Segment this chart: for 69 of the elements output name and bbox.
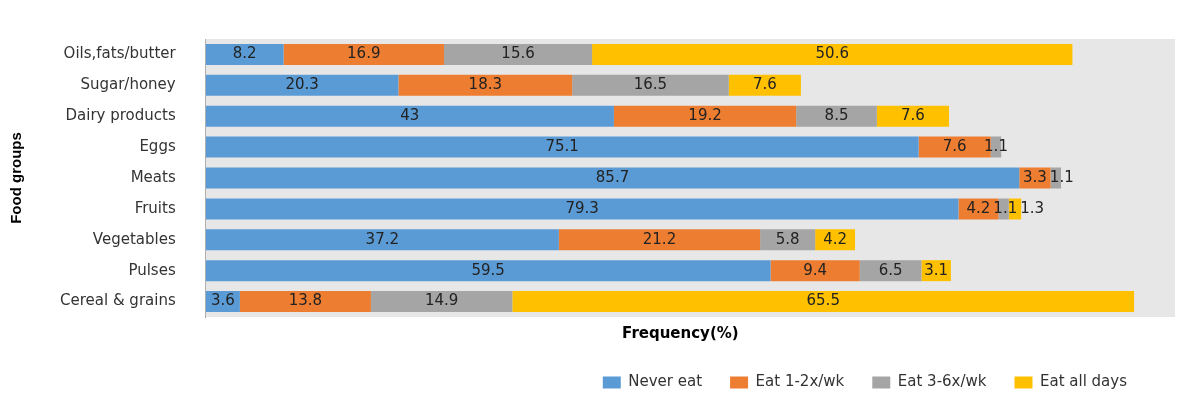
bar: [205, 43, 284, 65]
data-label: 7.6: [942, 137, 967, 155]
data-label: 20.3: [285, 75, 319, 94]
bar: [876, 105, 950, 127]
data-label: 75.1: [545, 137, 579, 155]
data-label: 85.7: [595, 167, 630, 186]
bar: [398, 74, 573, 96]
bar: [205, 74, 399, 96]
y-tick-label: Pulses: [128, 260, 176, 279]
data-label: 65.5: [806, 291, 840, 310]
bar: [444, 43, 593, 65]
bar: [512, 291, 1135, 313]
bar: [572, 74, 729, 96]
data-label: 79.3: [565, 198, 599, 217]
data-label: 7.6: [752, 75, 777, 94]
data-label: 4.2: [823, 229, 848, 248]
y-tick-label: Sugar/honey: [80, 75, 176, 94]
data-label: 4.2: [966, 198, 991, 217]
bar: [796, 105, 877, 127]
bar: [770, 260, 860, 282]
data-label: 15.6: [501, 44, 535, 63]
bar: [205, 260, 771, 282]
bar: [283, 43, 444, 65]
data-label: 6.5: [878, 260, 903, 279]
y-tick-label: Oils,fats/butter: [63, 44, 177, 63]
data-label: 1.3: [1020, 198, 1045, 217]
data-label: 16.5: [633, 75, 668, 94]
legend-label: Eat all days: [1039, 372, 1128, 391]
bar: [613, 105, 797, 127]
bar: [205, 105, 614, 127]
y-axis-title: Food groups: [7, 132, 25, 224]
bar: [239, 291, 371, 313]
data-label: 3.6: [210, 291, 235, 310]
data-label: 5.8: [775, 229, 800, 248]
bar: [728, 74, 801, 96]
y-tick-label: Cereal & grains: [60, 291, 176, 310]
data-label: 8.2: [232, 44, 257, 63]
data-label: 18.3: [468, 75, 502, 94]
bar: [205, 198, 959, 220]
data-label: 50.6: [815, 44, 849, 63]
data-label: 7.6: [901, 106, 925, 125]
bar: [205, 136, 919, 158]
legend-label: Never eat: [628, 372, 703, 391]
y-tick-label: Dairy products: [65, 106, 176, 125]
data-label: 16.9: [347, 44, 381, 63]
bar: [205, 229, 559, 251]
y-tick-label: Eggs: [139, 137, 176, 155]
data-label: 3.1: [924, 260, 949, 279]
bar: [205, 167, 1020, 189]
data-label: 19.2: [688, 106, 722, 125]
y-tick-label: Fruits: [134, 198, 176, 217]
data-label: 43: [400, 106, 420, 125]
data-label: 9.4: [803, 260, 828, 279]
data-label: 37.2: [365, 229, 399, 248]
legend-label: Eat 3-6x/wk: [897, 372, 987, 391]
data-label: 8.5: [824, 106, 849, 125]
legend-label: Eat 1-2x/wk: [755, 372, 845, 391]
x-axis-title: Frequency(%): [622, 323, 739, 342]
bar: [558, 229, 761, 251]
data-label: 59.5: [471, 260, 505, 279]
y-tick-label: Meats: [130, 167, 176, 186]
data-label: 3.3: [1022, 167, 1047, 186]
data-label: 21.2: [642, 229, 677, 248]
data-label: 14.9: [424, 291, 459, 310]
data-label: 13.8: [288, 291, 323, 310]
data-label: 1.1: [1049, 167, 1074, 186]
y-tick-label: Vegetables: [92, 229, 176, 248]
bar: [370, 291, 513, 313]
bar: [592, 43, 1073, 65]
